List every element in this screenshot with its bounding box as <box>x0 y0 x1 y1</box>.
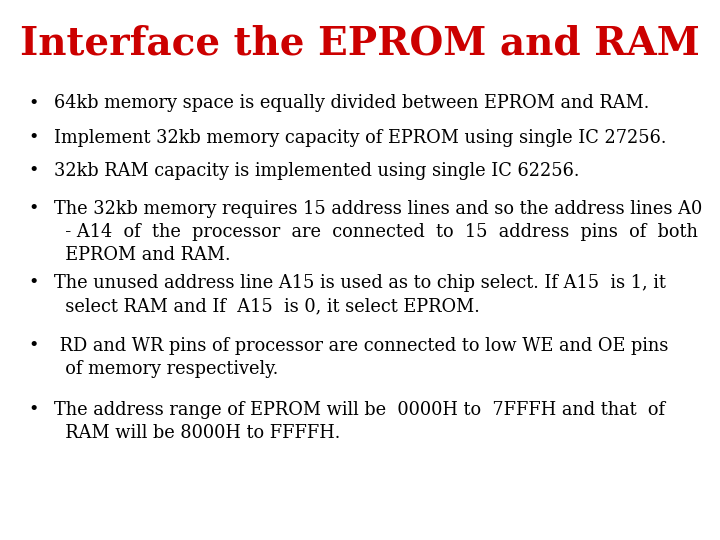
Text: RD and WR pins of processor are connected to low WE and OE pins
  of memory resp: RD and WR pins of processor are connecte… <box>54 337 668 378</box>
Text: •: • <box>29 162 39 180</box>
Text: 64kb memory space is equally divided between EPROM and RAM.: 64kb memory space is equally divided bet… <box>54 94 649 112</box>
Text: •: • <box>29 94 39 112</box>
Text: •: • <box>29 401 39 418</box>
Text: •: • <box>29 129 39 146</box>
Text: 32kb RAM capacity is implemented using single IC 62256.: 32kb RAM capacity is implemented using s… <box>54 162 580 180</box>
Text: The 32kb memory requires 15 address lines and so the address lines A0
  - A14  o: The 32kb memory requires 15 address line… <box>54 200 702 264</box>
Text: Implement 32kb memory capacity of EPROM using single IC 27256.: Implement 32kb memory capacity of EPROM … <box>54 129 667 146</box>
Text: •: • <box>29 200 39 218</box>
Text: The address range of EPROM will be  0000H to  7FFFH and that  of
  RAM will be 8: The address range of EPROM will be 0000H… <box>54 401 665 442</box>
Text: •: • <box>29 337 39 355</box>
Text: •: • <box>29 274 39 292</box>
Text: The unused address line A15 is used as to chip select. If A15  is 1, it
  select: The unused address line A15 is used as t… <box>54 274 666 315</box>
Text: Interface the EPROM and RAM: Interface the EPROM and RAM <box>20 24 700 62</box>
